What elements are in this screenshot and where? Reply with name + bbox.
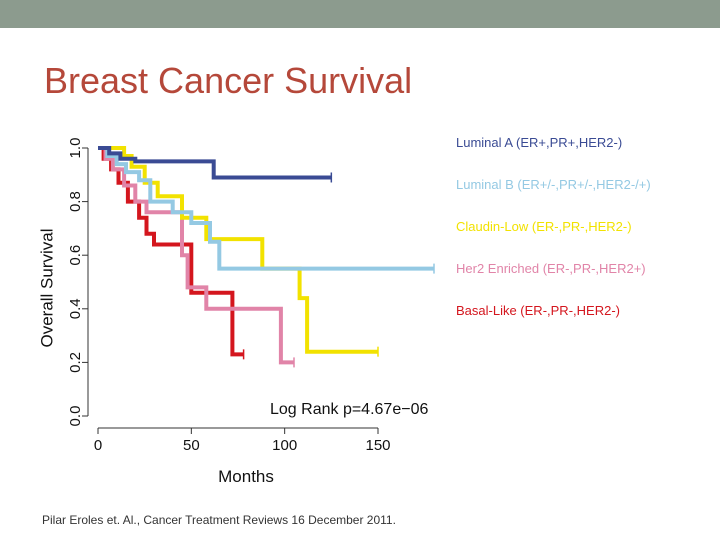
- top-bar: [0, 0, 720, 28]
- survival-curve-1: [98, 146, 434, 271]
- y-axis-label: Overall Survival: [37, 228, 56, 347]
- legend: Luminal A (ER+,PR+,HER2-) Luminal B (ER+…: [456, 135, 651, 345]
- y-tick-label: 0.6: [67, 245, 84, 266]
- survival-chart: 0 50 100 150 0.0 0.2 0.4 0.6 0.8 1.0 Months Overa…: [30, 128, 444, 500]
- survival-curve-3: [98, 146, 294, 365]
- legend-item-basal-like: Basal-Like (ER-,PR-,HER2-): [456, 303, 620, 318]
- y-tick-label: 0.2: [67, 352, 84, 373]
- survival-curve-0: [98, 146, 332, 180]
- y-tick-label: 0.0: [67, 406, 84, 427]
- x-tick-label: 50: [183, 437, 200, 454]
- legend-item-luminal-a: Luminal A (ER+,PR+,HER2-): [456, 135, 623, 150]
- y-tick-label: 0.4: [67, 298, 84, 319]
- legend-item-claudin-low: Claudin-Low (ER-,PR-,HER2-): [456, 219, 632, 234]
- y-tick-label: 0.8: [67, 191, 84, 212]
- legend-item-her2-enriched: Her2 Enriched (ER-,PR-,HER2+): [456, 261, 646, 276]
- x-tick-label: 0: [94, 437, 102, 454]
- legend-item-luminal-b: Luminal B (ER+/-,PR+/-,HER2-/+): [456, 177, 651, 192]
- x-tick-label: 100: [272, 437, 297, 454]
- x-axis-label: Months: [218, 467, 274, 486]
- slide-title: Breast Cancer Survival: [44, 60, 413, 101]
- log-rank-annotation: Log Rank p=4.67e−06: [270, 401, 428, 418]
- citation: Pilar Eroles et. Al., Cancer Treatment R…: [42, 513, 396, 527]
- y-tick-label: 1.0: [67, 138, 84, 159]
- survival-chart-svg: 0 50 100 150 0.0 0.2 0.4 0.6 0.8 1.0 Months Overa…: [37, 138, 435, 486]
- x-tick-label: 150: [365, 437, 390, 454]
